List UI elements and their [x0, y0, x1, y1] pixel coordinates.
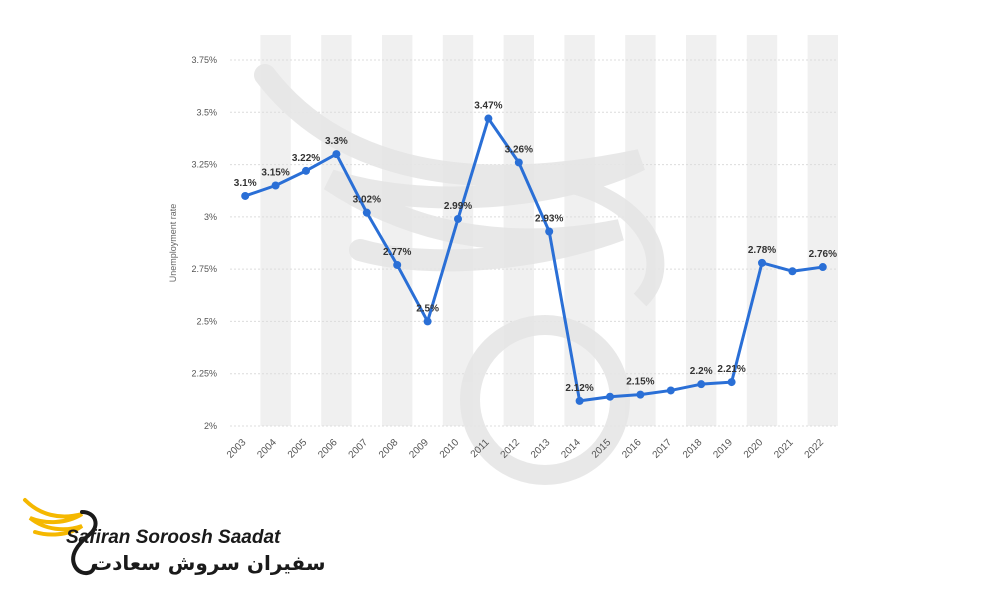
y-tick-label: 3.5%	[196, 107, 217, 117]
x-tick-label: 2006	[316, 437, 340, 461]
brand-name-english: Safiran Soroosh Saadat	[66, 527, 281, 548]
column-band	[807, 35, 838, 426]
gridlines	[230, 59, 838, 427]
y-tick-label: 2.25%	[191, 369, 217, 379]
x-tick-label: 2022	[803, 437, 827, 461]
x-tick-label: 2021	[772, 437, 796, 461]
x-tick-label: 2017	[651, 437, 675, 461]
data-point	[393, 260, 402, 269]
x-tick-label: 2010	[438, 437, 462, 461]
series-line	[244, 117, 824, 403]
data-label: 2.77%	[383, 247, 411, 258]
x-axis-ticks: 2003 2004 2005 2006 2007 2008 2009 2010 2011 2012…	[225, 437, 826, 461]
x-tick-label: 2003	[225, 437, 249, 461]
data-point	[606, 392, 614, 401]
data-point	[575, 396, 584, 405]
x-tick-label: 2009	[407, 437, 431, 461]
data-label: 2.21%	[717, 364, 745, 375]
data-point	[514, 158, 523, 167]
brand-logo-icon	[23, 498, 98, 575]
y-tick-label: 2.75%	[191, 264, 217, 274]
data-point	[271, 181, 280, 190]
y-axis-ticks: 3.75% 3.5% 3.25% 3% 2.75% 2.5% 2.25% 2%	[191, 55, 217, 431]
data-point	[697, 380, 706, 389]
column-band	[746, 35, 778, 426]
y-tick-label: 3.25%	[191, 160, 217, 170]
data-label: 2.12%	[565, 383, 593, 394]
x-tick-label: 2020	[742, 437, 766, 461]
data-label: 2.5%	[416, 303, 439, 314]
data-label: 2.93%	[535, 213, 563, 224]
data-label: 3.3%	[325, 136, 348, 147]
data-point	[241, 191, 250, 200]
y-tick-label: 3%	[204, 212, 217, 222]
data-label: 3.15%	[261, 167, 289, 178]
data-point	[727, 378, 736, 387]
data-label: 3.26%	[505, 144, 533, 155]
data-point	[484, 114, 493, 123]
data-label: 2.78%	[748, 245, 776, 256]
data-point	[454, 214, 462, 223]
y-tick-label: 2%	[204, 421, 217, 431]
column-band	[686, 35, 717, 426]
data-point	[788, 267, 797, 276]
y-tick-label: 2.5%	[196, 316, 217, 326]
data-label: 2.76%	[809, 249, 837, 260]
data-point	[818, 263, 827, 272]
column-band	[321, 35, 352, 426]
data-point	[362, 208, 371, 217]
brand-name-persian: سفیران سروش سعادت	[92, 551, 326, 575]
y-tick-label: 3.75%	[191, 55, 217, 65]
data-point	[666, 386, 675, 395]
x-tick-label: 2004	[255, 437, 279, 461]
x-tick-label: 2005	[286, 437, 310, 461]
data-label: 2.2%	[690, 366, 713, 377]
x-tick-label: 2019	[711, 437, 735, 461]
data-point	[302, 166, 310, 175]
data-label: 2.99%	[444, 201, 472, 212]
x-tick-label: 2008	[377, 437, 401, 461]
data-point	[758, 258, 766, 267]
data-label: 3.47%	[474, 101, 502, 112]
data-label: 3.1%	[234, 178, 257, 189]
data-point	[423, 317, 432, 326]
x-tick-label: 2013	[529, 437, 553, 461]
y-axis-label: Unemployment rate	[168, 204, 178, 283]
data-label: 2.15%	[626, 377, 654, 388]
data-point	[332, 150, 341, 159]
data-label: 3.02%	[353, 195, 381, 206]
data-label: 3.22%	[292, 153, 320, 164]
data-points	[241, 114, 827, 405]
data-labels: 3.1% 3.15%3.22% 3.3% 3.02% 2.77% 2.5% 2.99% 3.4…	[234, 101, 837, 394]
data-point	[545, 227, 554, 236]
data-point	[636, 390, 645, 399]
x-tick-label: 2016	[620, 437, 644, 461]
x-tick-label: 2007	[347, 437, 371, 461]
x-tick-label: 2018	[681, 437, 705, 461]
